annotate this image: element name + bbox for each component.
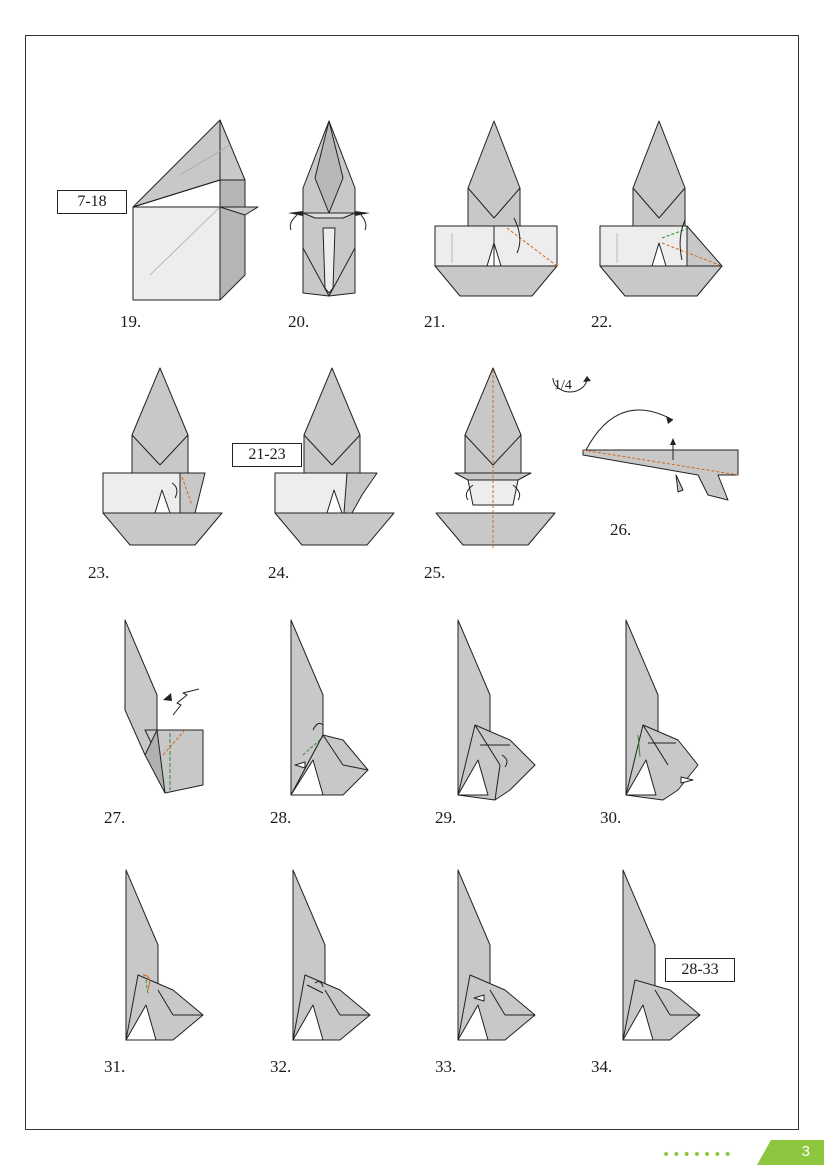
reference-box-7-18: 7-18	[57, 190, 127, 214]
step-label-21: 21.	[424, 312, 446, 331]
step-label-30: 30.	[600, 808, 622, 827]
page-footer: ••••••• 3	[662, 1140, 824, 1165]
diagram-step-29	[457, 619, 536, 801]
reference-box-21-23: 21-23	[232, 443, 302, 467]
diagram-step-23	[102, 367, 223, 546]
step-label-29: 29.	[435, 808, 457, 827]
diagram-step-22	[599, 120, 723, 297]
diagram-step-31	[125, 869, 204, 1041]
step-label-26: 26.	[610, 520, 632, 539]
step-label-24: 24.	[268, 563, 290, 582]
rotate-label: 1/4	[554, 378, 572, 393]
diagram-step-rotate	[552, 376, 591, 393]
diagram-step-27	[124, 619, 204, 794]
diagram-step-28	[290, 619, 369, 796]
footer-dots: •••••••	[662, 1147, 734, 1163]
page-number: 3	[801, 1143, 810, 1160]
step-label-33: 33.	[435, 1057, 457, 1076]
step-label-31: 31.	[104, 1057, 126, 1076]
diagram-step-24	[274, 367, 395, 546]
step-label-23: 23.	[88, 563, 110, 582]
diagram-step-34	[622, 869, 701, 1041]
step-label-20: 20.	[288, 312, 310, 331]
diagram-step-33	[457, 869, 536, 1041]
diagram-step-21	[434, 120, 558, 297]
step-label-28: 28.	[270, 808, 292, 827]
step-label-34: 34.	[591, 1057, 613, 1076]
diagram-step-19	[132, 119, 259, 301]
step-label-22: 22.	[591, 312, 613, 331]
step-label-25: 25.	[424, 563, 446, 582]
diagram-step-26	[582, 409, 739, 501]
diagram-step-25	[435, 367, 556, 550]
step-label-27: 27.	[104, 808, 126, 827]
reference-box-28-33: 28-33	[665, 958, 735, 982]
page-frame	[25, 35, 799, 1130]
step-label-19: 19.	[120, 312, 142, 331]
diagram-step-30	[625, 619, 699, 801]
diagram-step-32	[292, 869, 371, 1041]
diagram-step-20	[288, 120, 370, 297]
step-label-32: 32.	[270, 1057, 292, 1076]
page-number-tab: 3	[757, 1140, 824, 1165]
